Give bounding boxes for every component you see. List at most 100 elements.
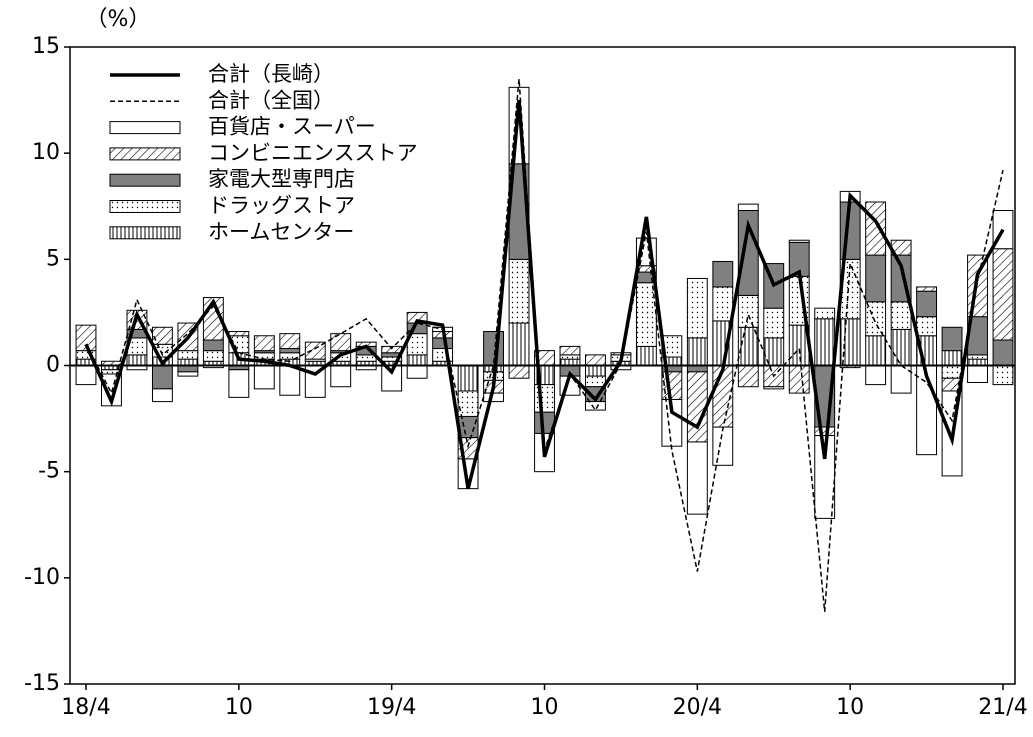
bar-segment — [279, 365, 301, 396]
bar-segment — [992, 365, 1014, 386]
bar-segment — [151, 388, 173, 403]
bar-segment — [534, 384, 555, 413]
bar-segment — [457, 365, 479, 392]
bar-segment — [686, 277, 708, 339]
bar-segment — [967, 354, 988, 360]
bar-segment — [712, 426, 734, 466]
y-tick-label: 5 — [46, 246, 60, 271]
legend-label: 合計（長崎） — [208, 62, 334, 86]
legend-swatch — [109, 200, 181, 213]
y-tick-label: -15 — [24, 671, 60, 696]
bar-segment — [202, 350, 224, 362]
bar-segment — [279, 333, 301, 350]
legend-swatch — [109, 147, 181, 161]
x-tick-label: 18/4 — [61, 695, 110, 720]
line-series — [84, 99, 1005, 490]
legend-label: 家電大型専門店 — [208, 167, 355, 191]
bar-segment — [865, 335, 887, 367]
bar-segment — [457, 390, 479, 417]
legend-label: ドラッグストア — [208, 194, 355, 218]
bar-segment — [585, 354, 606, 366]
bar-segment — [941, 326, 963, 352]
bar-segment — [839, 318, 861, 366]
bar-segment — [941, 365, 963, 379]
bar-segment — [916, 286, 938, 292]
bar-segment — [992, 339, 1014, 366]
x-tick-label: 10 — [531, 695, 559, 720]
x-tick-label: 19/4 — [367, 695, 416, 720]
line-series — [85, 78, 1004, 612]
bar-segment — [788, 239, 810, 243]
y-axis-label: （%） — [86, 7, 151, 32]
bar-segment — [890, 365, 912, 394]
bar-segment — [228, 331, 250, 337]
x-tick-label: 21/4 — [978, 695, 1027, 720]
bar-segment — [177, 371, 199, 377]
bar-segment — [355, 354, 377, 362]
bar-segment — [865, 201, 887, 256]
bar-segment — [228, 369, 250, 398]
bar-segment — [763, 337, 785, 366]
x-tick-label: 10 — [836, 695, 864, 720]
legend-label: 百貨店・スーパー — [208, 115, 376, 139]
bar-segment — [559, 345, 581, 356]
y-tick-label: 15 — [32, 34, 60, 59]
bar-segment — [814, 307, 836, 320]
bar-segment — [75, 365, 97, 386]
bar-segment — [814, 435, 836, 519]
bar-segment — [916, 316, 938, 337]
bar-segment — [686, 337, 708, 366]
bar-segment — [559, 354, 581, 360]
bar-segment — [916, 290, 938, 318]
bar-segment — [202, 339, 224, 352]
bar-segment — [253, 365, 275, 390]
bar-segment — [253, 352, 275, 360]
legend-swatch — [109, 226, 181, 240]
bar-segment — [406, 354, 428, 366]
bar-segment — [890, 301, 912, 330]
bar-segment — [763, 307, 785, 339]
bar-segment — [865, 365, 887, 386]
bar-segment — [763, 386, 785, 390]
bar-segment — [585, 401, 606, 411]
y-tick-label: 0 — [46, 353, 60, 378]
bar-segment — [737, 203, 759, 211]
bar-segment — [686, 441, 708, 515]
x-tick-label: 10 — [225, 695, 253, 720]
legend-label: コンビニエンスストア — [208, 141, 418, 165]
bar-segment — [304, 341, 326, 360]
bar-segment — [686, 371, 708, 443]
bar-segment — [967, 365, 988, 383]
y-tick-label: -10 — [24, 565, 60, 590]
bar-segment — [992, 248, 1014, 341]
bar-segment — [330, 333, 352, 352]
bar-segment — [865, 254, 887, 303]
bar-segment — [75, 324, 97, 352]
bar-segment — [432, 337, 454, 350]
bar-segment — [814, 318, 836, 366]
bar-segment — [406, 365, 428, 379]
bar-segment — [330, 365, 352, 388]
x-tick-label: 20/4 — [673, 695, 722, 720]
bar-segment — [737, 365, 759, 388]
bar-segment — [712, 260, 734, 288]
bar-segment — [253, 335, 275, 352]
bar-segment — [788, 365, 810, 394]
bar-segment — [508, 322, 530, 366]
legend-label: 合計（全国） — [208, 88, 334, 112]
bar-segment — [126, 354, 148, 366]
bar-segment — [712, 286, 734, 322]
bar-segment — [585, 375, 606, 388]
bar-segment — [177, 350, 199, 360]
legend-swatch — [109, 121, 181, 135]
y-tick-label: -5 — [38, 459, 60, 484]
legend-swatch — [109, 173, 181, 187]
bar-segment — [381, 345, 403, 354]
bar-segment — [279, 348, 301, 354]
bar-segment — [814, 426, 836, 437]
bar-segment — [737, 294, 759, 328]
legend-label: ホームセンター — [208, 220, 354, 244]
y-tick-label: 10 — [32, 140, 60, 165]
bar-segment — [635, 282, 657, 347]
